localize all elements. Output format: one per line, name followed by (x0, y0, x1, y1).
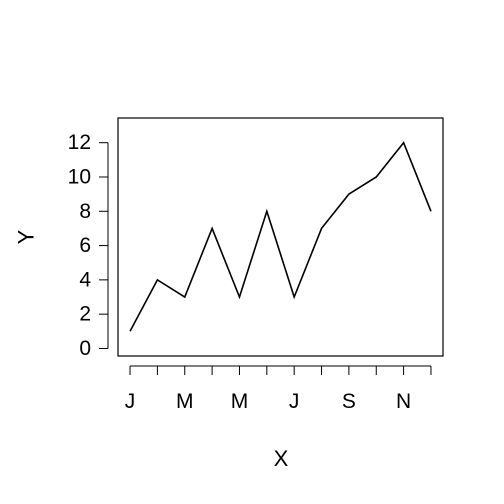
x-tick-label: M (176, 390, 194, 413)
plot-frame (117, 117, 444, 357)
series-line (129, 141, 432, 332)
series-layer (129, 141, 432, 332)
x-tick-label: S (342, 390, 356, 413)
x-tick-label: N (396, 390, 411, 413)
x-axis-title: X (274, 446, 289, 471)
y-tick-label: 10 (68, 165, 91, 188)
y-axis: 0 2 4 6 8 10 12 (68, 131, 109, 360)
y-tick-label: 12 (68, 131, 91, 154)
x-tick-label: J (289, 390, 300, 413)
x-tick-label: J (125, 390, 136, 413)
y-tick-label: 2 (79, 303, 91, 326)
y-tick-label: 4 (79, 268, 91, 291)
y-axis-title: Y (14, 229, 39, 244)
y-tick-label: 0 (79, 337, 91, 360)
y-tick-label: 6 (79, 234, 91, 257)
x-tick-label: M (231, 390, 249, 413)
y-tick-label: 8 (79, 200, 91, 223)
